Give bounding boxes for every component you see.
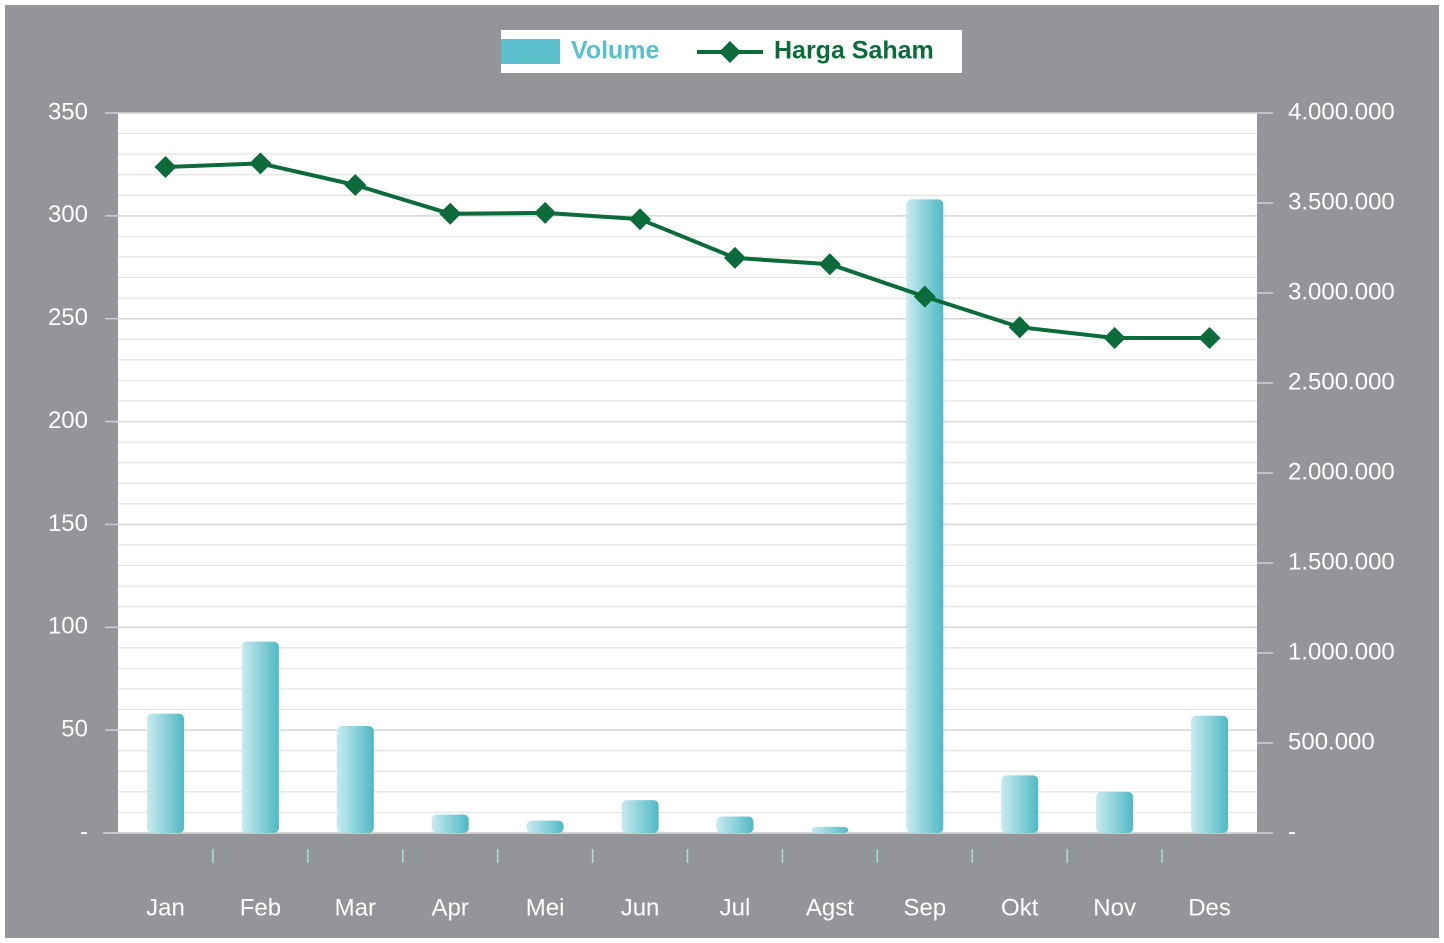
bar bbox=[241, 641, 279, 833]
bar bbox=[526, 820, 564, 833]
line-marker bbox=[818, 253, 841, 276]
bar bbox=[716, 816, 754, 833]
bar bbox=[1001, 775, 1039, 833]
x-tick-label: Jun bbox=[621, 894, 660, 921]
x-tick-label: Mar bbox=[335, 894, 376, 921]
line-marker bbox=[1008, 316, 1031, 339]
y2-tick-label: 2.500.000 bbox=[1288, 368, 1395, 395]
line-marker bbox=[913, 285, 936, 308]
line bbox=[165, 161, 1210, 340]
line-marker bbox=[1103, 327, 1126, 349]
x-tick-label: Sep bbox=[903, 894, 946, 921]
x-tick-label: Agst bbox=[806, 894, 854, 921]
bar bbox=[431, 814, 469, 833]
line-marker bbox=[154, 156, 177, 178]
y-tick-label: 200 bbox=[48, 407, 88, 434]
y2-tick-label: - bbox=[1288, 818, 1296, 845]
line-marker bbox=[534, 201, 557, 224]
bar bbox=[621, 800, 659, 833]
y-tick-label: 300 bbox=[48, 201, 88, 228]
y-tick-label: 150 bbox=[48, 510, 88, 537]
legend-label: Harga Saham bbox=[774, 37, 934, 65]
line-marker bbox=[344, 174, 367, 196]
bar bbox=[336, 726, 374, 833]
x-tick-label: Feb bbox=[240, 894, 281, 921]
bar bbox=[146, 713, 184, 833]
line-marker bbox=[723, 246, 746, 269]
x-tick-label: Mei bbox=[526, 894, 565, 921]
line-marker bbox=[629, 208, 652, 231]
x-tick-label: Nov bbox=[1093, 894, 1136, 921]
plot-area bbox=[118, 113, 1257, 833]
x-tick-label: Jan bbox=[146, 894, 185, 921]
legend-marker bbox=[719, 41, 741, 63]
x-tick-label: Des bbox=[1188, 894, 1231, 921]
y-tick-label: - bbox=[80, 818, 88, 845]
y-tick-label: 100 bbox=[48, 613, 88, 640]
bar bbox=[1096, 791, 1134, 833]
bar bbox=[1191, 715, 1229, 833]
y2-tick-label: 3.000.000 bbox=[1288, 278, 1395, 305]
x-tick-label: Apr bbox=[432, 894, 469, 921]
y2-tick-label: 2.000.000 bbox=[1288, 458, 1395, 485]
line-marker bbox=[249, 152, 272, 175]
bar bbox=[906, 199, 944, 833]
y2-tick-label: 3.500.000 bbox=[1288, 188, 1395, 215]
bar bbox=[811, 826, 849, 833]
y-tick-label: 50 bbox=[61, 715, 88, 742]
legend-swatch bbox=[501, 39, 560, 64]
legend-label: Volume bbox=[571, 37, 660, 65]
y2-tick-label: 4.000.000 bbox=[1288, 98, 1395, 125]
line-marker bbox=[439, 202, 462, 225]
y2-tick-label: 1.500.000 bbox=[1288, 548, 1395, 575]
x-tick-label: Jul bbox=[720, 894, 751, 921]
y-tick-label: 250 bbox=[48, 304, 88, 331]
y2-tick-label: 1.000.000 bbox=[1288, 638, 1395, 665]
y2-tick-label: 500.000 bbox=[1288, 728, 1375, 755]
line-marker bbox=[1198, 327, 1221, 349]
x-tick-label: Okt bbox=[1001, 894, 1039, 921]
y-tick-label: 350 bbox=[48, 98, 88, 125]
